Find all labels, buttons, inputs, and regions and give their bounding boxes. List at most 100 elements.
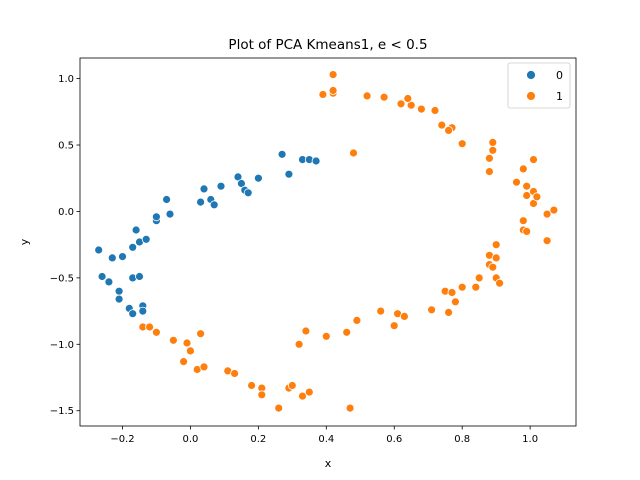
- data-point-series-0: [114, 294, 124, 304]
- y-tick-label: −1.0: [50, 340, 74, 351]
- data-point-series-1: [352, 315, 362, 325]
- data-point-series-1: [542, 209, 552, 219]
- plot-area: [80, 58, 576, 426]
- data-point-series-0: [128, 309, 138, 319]
- data-point-series-1: [376, 306, 386, 316]
- y-tick-label: 0.0: [58, 207, 74, 218]
- data-point-series-1: [349, 148, 358, 158]
- legend-label-1: 1: [556, 90, 563, 103]
- legend-box: [507, 62, 571, 109]
- data-point-series-0: [209, 200, 219, 210]
- x-tick-label: 0.2: [250, 434, 266, 445]
- y-tick-label: −1.5: [50, 406, 74, 417]
- data-point-series-1: [522, 181, 532, 191]
- data-point-series-0: [135, 272, 144, 281]
- data-point-series-1: [145, 322, 155, 332]
- x-tick-label: 0.6: [386, 434, 402, 445]
- data-point-series-0: [253, 173, 263, 183]
- data-point-series-1: [471, 282, 481, 292]
- data-point-series-0: [114, 286, 124, 296]
- data-point-series-0: [311, 156, 321, 166]
- data-point-series-1: [522, 191, 532, 200]
- legend: 01: [507, 62, 571, 109]
- data-point-series-1: [512, 177, 521, 187]
- data-point-series-1: [491, 253, 501, 263]
- data-point-series-1: [457, 139, 467, 149]
- data-point-series-1: [298, 391, 307, 401]
- data-points: [94, 70, 559, 413]
- data-point-series-1: [427, 305, 437, 315]
- data-point-series-1: [389, 321, 399, 331]
- data-point-series-0: [141, 234, 151, 244]
- x-axis-ticks: −0.2 0.0 0.2 0.4 0.6 0.8 1.0: [110, 426, 538, 445]
- data-point-series-1: [318, 90, 328, 99]
- data-point-series-0: [284, 169, 294, 179]
- data-point-series-1: [518, 216, 528, 226]
- x-tick-label: 1.0: [522, 434, 538, 445]
- data-point-series-1: [529, 155, 538, 165]
- x-tick-label: 0.4: [318, 434, 334, 445]
- data-point-series-1: [321, 331, 331, 341]
- data-point-series-1: [328, 70, 338, 79]
- data-point-series-1: [247, 381, 257, 390]
- data-point-series-1: [362, 91, 372, 101]
- data-point-series-0: [243, 188, 253, 198]
- data-point-series-0: [104, 277, 114, 287]
- data-point-series-1: [345, 403, 355, 413]
- data-point-series-1: [287, 381, 297, 390]
- legend-marker-1: [526, 91, 536, 101]
- chart-title: Plot of PCA Kmeans1, e < 0.5: [228, 37, 427, 53]
- data-point-series-1: [488, 145, 498, 155]
- data-point-series-1: [488, 137, 498, 147]
- data-point-series-1: [342, 327, 352, 337]
- data-point-series-0: [162, 195, 172, 204]
- data-point-series-1: [484, 153, 494, 163]
- data-point-series-1: [257, 390, 267, 400]
- data-point-series-0: [107, 253, 117, 263]
- data-point-series-1: [491, 240, 501, 250]
- data-point-series-1: [328, 86, 338, 95]
- data-point-series-1: [474, 273, 484, 283]
- data-point-series-1: [182, 338, 192, 348]
- x-tick-label: −0.2: [110, 434, 134, 445]
- data-point-series-1: [399, 311, 409, 321]
- data-point-series-0: [277, 149, 287, 159]
- data-point-series-0: [196, 197, 206, 207]
- data-point-series-1: [304, 387, 314, 397]
- data-point-series-0: [131, 225, 141, 235]
- data-point-series-1: [484, 167, 494, 177]
- x-axis-label: x: [325, 457, 332, 470]
- data-point-series-0: [128, 242, 138, 252]
- data-point-series-0: [151, 212, 161, 222]
- data-point-series-1: [532, 192, 542, 202]
- data-point-series-1: [542, 236, 552, 246]
- data-point-series-1: [522, 226, 532, 236]
- data-point-series-1: [416, 104, 426, 114]
- data-point-series-1: [179, 357, 189, 367]
- data-point-series-1: [199, 362, 209, 372]
- data-point-series-0: [97, 272, 107, 281]
- y-tick-label: 1.0: [58, 74, 74, 85]
- y-axis-ticks: −1.5 −1.0 −0.5 0.0 0.5 1.0: [50, 74, 80, 417]
- data-point-series-0: [118, 252, 127, 262]
- data-point-series-1: [396, 99, 406, 109]
- data-point-series-1: [196, 329, 206, 339]
- x-tick-label: 0.0: [182, 434, 198, 445]
- legend-marker-0: [526, 70, 536, 80]
- data-point-series-1: [294, 339, 304, 349]
- data-point-series-1: [274, 403, 284, 413]
- data-point-series-0: [199, 184, 209, 194]
- data-point-series-1: [444, 307, 454, 317]
- data-point-series-0: [165, 209, 175, 219]
- y-axis-label: y: [18, 238, 31, 245]
- plot-frame: [79, 57, 577, 427]
- data-point-series-1: [447, 288, 457, 297]
- data-point-series-0: [138, 306, 148, 316]
- data-point-series-1: [403, 94, 413, 103]
- x-tick-label: 0.8: [454, 434, 470, 445]
- legend-label-0: 0: [556, 69, 563, 82]
- data-point-series-1: [151, 327, 161, 337]
- data-point-series-1: [430, 106, 440, 115]
- data-point-series-1: [379, 92, 389, 102]
